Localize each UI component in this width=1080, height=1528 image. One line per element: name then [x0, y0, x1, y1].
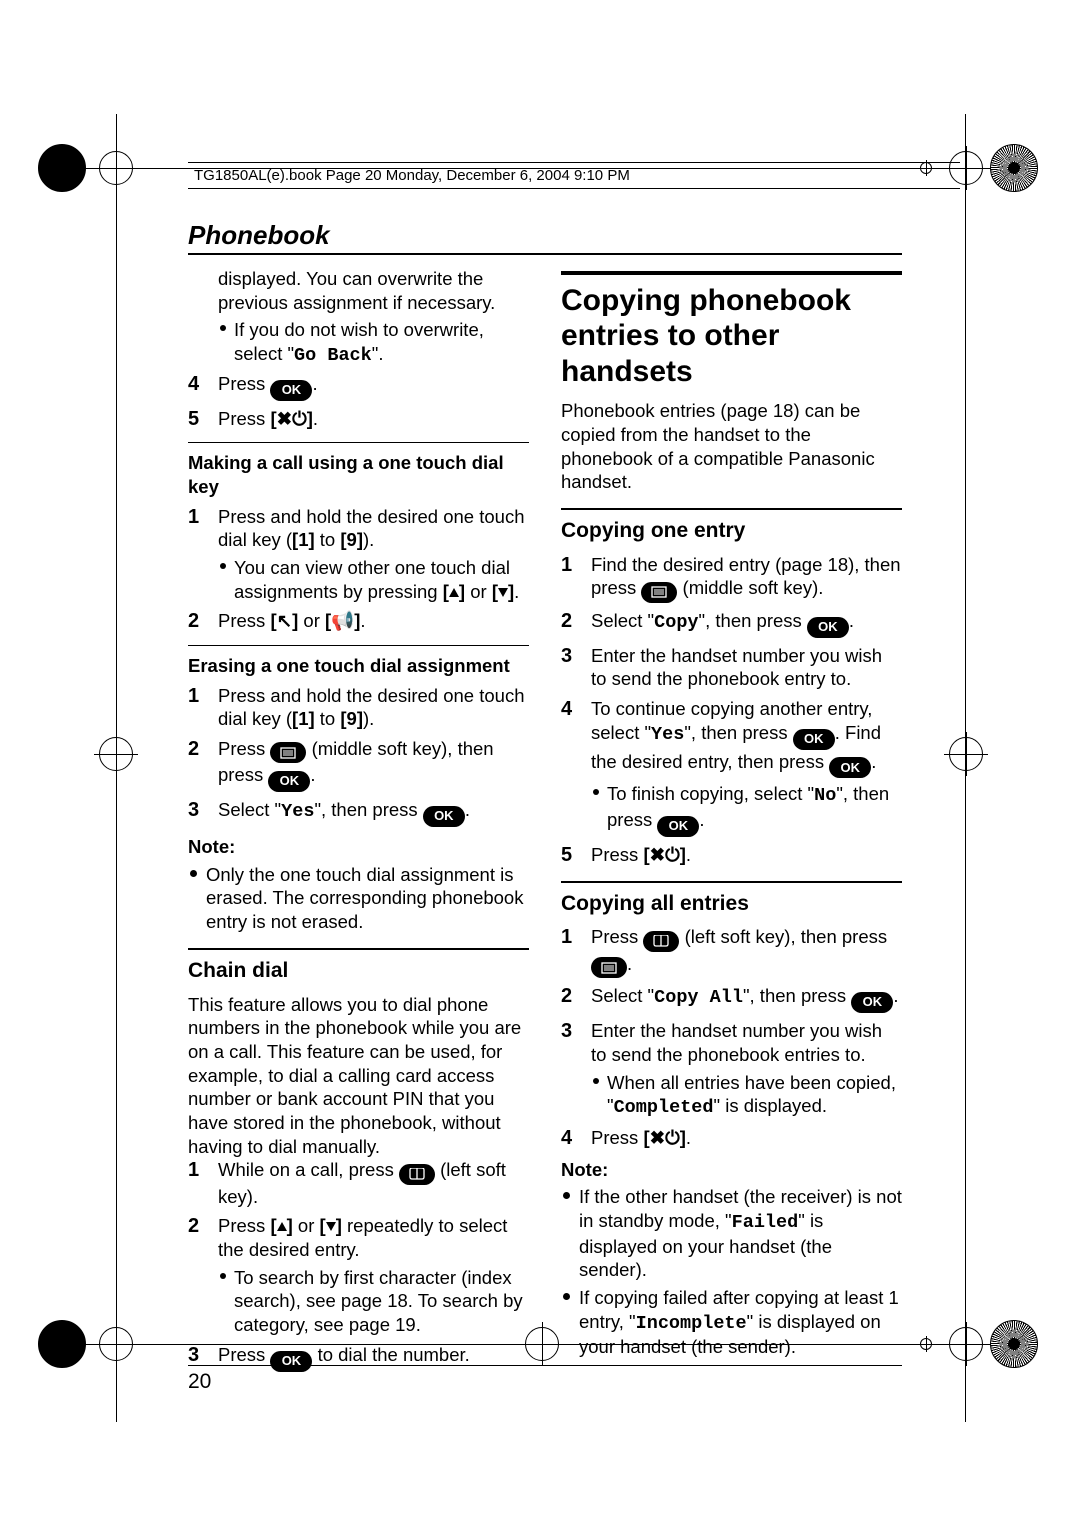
- phonebook-button-icon: [399, 1164, 435, 1185]
- bullet-item: If the other handset (the receiver) is n…: [561, 1185, 902, 1282]
- subheading: Making a call using a one touch dial key: [188, 442, 529, 498]
- reg-target-icon: [990, 1320, 1038, 1368]
- content: Phonebook displayed. You can overwrite t…: [188, 220, 902, 1378]
- step-item: Select "Copy", then press OK.: [561, 609, 902, 638]
- step-item: Press OK.: [188, 372, 529, 401]
- step-item: Press and hold the desired one touch dia…: [188, 505, 529, 604]
- ok-button-icon: OK: [793, 729, 835, 750]
- heading-copying: Copying phonebook entries to other hands…: [561, 271, 902, 389]
- step-item: Select "Copy All", then press OK.: [561, 984, 902, 1013]
- step-item: Press [✖⏻].: [561, 843, 902, 867]
- step-item: Press and hold the desired one touch dia…: [188, 684, 529, 731]
- bullet-item: To finish copying, select "No", then pre…: [591, 782, 902, 836]
- heading-chain-dial: Chain dial: [188, 948, 529, 985]
- step-item: Select "Yes", then press OK.: [188, 798, 529, 827]
- subheading: Erasing a one touch dial assignment: [188, 645, 529, 678]
- reg-dot-icon: [38, 144, 86, 192]
- ok-button-icon: OK: [851, 992, 893, 1013]
- section-title: Phonebook: [188, 220, 902, 255]
- step-item: To continue copying another entry, selec…: [561, 697, 902, 837]
- ok-button-icon: OK: [423, 806, 465, 827]
- book-header: TG1850AL(e).book Page 20 Monday, Decembe…: [188, 162, 960, 189]
- step-item: Enter the handset number you wish to sen…: [561, 1019, 902, 1120]
- bullet-item: If copying failed after copying at least…: [561, 1286, 902, 1359]
- crosshair-icon: [944, 732, 988, 776]
- text: displayed. You can overwrite the previou…: [218, 267, 529, 314]
- step-item: Press (left soft key), then press .: [561, 925, 902, 978]
- bullet-item: Only the one touch dial assignment is er…: [188, 863, 529, 934]
- heading-copy-one: Copying one entry: [561, 508, 902, 545]
- step-item: Press [] or [] repeatedly to select the …: [188, 1214, 529, 1336]
- columns: displayed. You can overwrite the previou…: [188, 267, 902, 1378]
- ok-button-icon: OK: [270, 1351, 312, 1372]
- step-item: Press [↖] or [📢].: [188, 609, 529, 633]
- ok-button-icon: OK: [807, 617, 849, 638]
- text: Phonebook entries (page 18) can be copie…: [561, 399, 902, 494]
- note-label: Note:: [188, 835, 529, 859]
- step-item: Press (middle soft key), then press OK.: [188, 737, 529, 792]
- step-item: Press OK to dial the number.: [188, 1343, 529, 1372]
- bullet-item: You can view other one touch dial assign…: [218, 556, 529, 603]
- reg-target-icon: [990, 144, 1038, 192]
- menu-button-icon: [591, 957, 627, 978]
- bullet-item: To search by first character (index sear…: [218, 1266, 529, 1337]
- step-item: Find the desired entry (page 18), then p…: [561, 553, 902, 603]
- reg-tiny-icon: [918, 1336, 934, 1352]
- page-number: 20: [188, 1366, 211, 1394]
- heading-copy-all: Copying all entries: [561, 881, 902, 918]
- menu-button-icon: [641, 582, 677, 603]
- reg-dot-icon: [38, 1320, 86, 1368]
- bullet-item: When all entries have been copied, "Comp…: [591, 1071, 902, 1120]
- crosshair-icon: [944, 1322, 988, 1366]
- ok-button-icon: OK: [657, 816, 699, 837]
- step-item: Press [✖⏻].: [561, 1126, 902, 1150]
- phonebook-button-icon: [643, 931, 679, 952]
- text: This feature allows you to dial phone nu…: [188, 993, 529, 1159]
- note-label: Note:: [561, 1158, 902, 1182]
- left-column: displayed. You can overwrite the previou…: [188, 267, 529, 1378]
- step-item: While on a call, press (left soft key).: [188, 1158, 529, 1208]
- page: TG1850AL(e).book Page 20 Monday, Decembe…: [0, 0, 1080, 1528]
- footer-rule: [188, 1365, 902, 1366]
- bullet-item: If you do not wish to overwrite, select …: [218, 318, 529, 367]
- crosshair-icon: [94, 1322, 138, 1366]
- menu-button-icon: [270, 742, 306, 763]
- crosshair-icon: [94, 146, 138, 190]
- crosshair-icon: [94, 732, 138, 776]
- ok-button-icon: OK: [829, 757, 871, 778]
- ok-button-icon: OK: [268, 771, 310, 792]
- step-item: Press [✖⏻].: [188, 407, 529, 431]
- right-column: Copying phonebook entries to other hands…: [561, 267, 902, 1378]
- ok-button-icon: OK: [270, 380, 312, 401]
- step-item: Enter the handset number you wish to sen…: [561, 644, 902, 691]
